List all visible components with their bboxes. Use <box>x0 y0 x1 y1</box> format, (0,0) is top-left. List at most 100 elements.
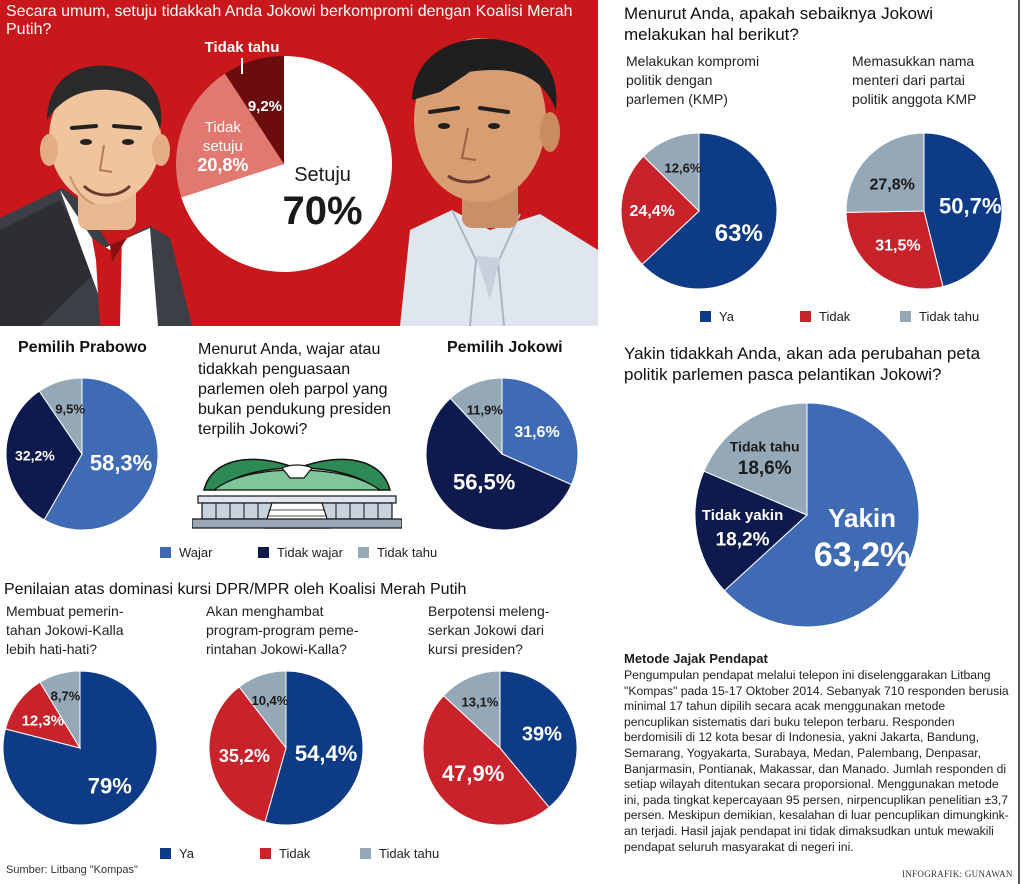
jokowi-portrait <box>400 38 598 326</box>
legend-swatch-tidak <box>800 311 811 322</box>
pie-label-ya: 54,4% <box>295 741 357 766</box>
method-line: setiap wilayah ditentukan secara propors… <box>624 777 999 792</box>
pie-slice-tidak-wajar <box>425 397 573 531</box>
middle-q-line5: terpilih Jokowi? <box>198 421 308 438</box>
pie-label-tidak-yakin: 18,2% <box>716 529 770 550</box>
legend-swatch-ya <box>160 848 171 859</box>
middle-q-line3: parlemen oleh parpol yang <box>198 381 388 398</box>
pie-label-tidak-tahu: 8,7% <box>51 689 81 704</box>
bt-chart3-q-line1: Berpotensi meleng- <box>428 603 550 619</box>
pie-slice-tidak <box>4 681 82 749</box>
rt-chart1-q-line1: Melakukan kompromi <box>626 53 760 69</box>
method-line: "Kompas" pada 15-17 Oktober 2014. Sebany… <box>624 683 1009 698</box>
pie-label-wajar: 31,6% <box>514 424 559 441</box>
method-line: an terjadi. Hasil jajak pendapat ini tid… <box>624 823 994 838</box>
politicians-illustration <box>0 38 598 326</box>
peta-title-line1: Yakin tidakkah Anda, akan ada perubahan … <box>624 344 981 363</box>
bt-chart2-q-line3: rintahan Jokowi-Kalla? <box>206 641 347 657</box>
rt-legend-tidak-tahu: Tidak tahu <box>900 309 979 324</box>
legend-swatch-tidak <box>260 848 271 859</box>
bt-legend-tidak-tahu: Tidak tahu <box>360 846 439 861</box>
pie-slice-tidak-tahu <box>38 377 83 456</box>
rt-chart1-q-line3: parlemen (KMP) <box>626 91 728 107</box>
pie-label-setuju: Setuju <box>294 164 351 186</box>
pie-slice-ya <box>499 670 578 809</box>
prabowo-voters-pie: 58,3% 32,2% 9,5% <box>5 377 159 531</box>
rt-legend-tidak: Tidak <box>800 309 850 324</box>
legend-label: Ya <box>179 846 194 861</box>
pie-slice-tidak-tahu <box>642 132 700 213</box>
legend-swatch-ya <box>700 311 711 322</box>
peta-title-line2: politik parlemen pasca pelantikan Jokowi… <box>624 365 942 384</box>
legend-label: Tidak tahu <box>379 846 440 861</box>
legend-label: Tidak <box>819 309 851 324</box>
pie-slice-tidak <box>845 210 944 290</box>
peta-title: Yakin tidakkah Anda, akan ada perubahan … <box>624 343 1014 385</box>
hero-panel: Secara umum, setuju tidakkah Anda Jokowi… <box>0 0 598 326</box>
pie-slice-tidak-tahu <box>224 56 284 164</box>
bt-legend-ya: Ya <box>160 846 194 861</box>
mid-legend-wajar: Wajar <box>160 545 212 560</box>
method-body: Pengumpulan pendapat melalui telepon ini… <box>624 668 1022 855</box>
legend-label: Tidak tahu <box>377 545 438 560</box>
method-title: Metode Jajak Pendapat <box>624 651 768 666</box>
pie-slice-tidak-tahu <box>845 132 925 213</box>
jokowi-voters-pie: 31,6% 56,5% 11,9% <box>425 377 579 531</box>
legend-swatch-tidak-tahu <box>900 311 911 322</box>
pie-label-tidak-tahu: 9,5% <box>55 402 85 417</box>
prabowo-voters-title: Pemilih Prabowo <box>18 339 147 356</box>
pie-slice-tidak-wajar <box>5 390 83 521</box>
right-top-title: Menurut Anda, apakah sebaiknya Jokowi me… <box>624 3 1014 45</box>
method-line: Banjarmasin, Pontianak, Makassar, dan Ma… <box>624 761 1007 776</box>
pie-label-tidak: 24,4% <box>630 203 675 220</box>
credit: INFOGRAFIK: GUNAWAN <box>902 869 1013 879</box>
middle-q-line2: tidakkah penguasaan <box>198 361 351 378</box>
rt-pie-chart-1: 63% 24,4% 12,6% <box>620 132 778 290</box>
legend-label: Tidak tahu <box>919 309 980 324</box>
pie-label-tidak-tahu: 27,8% <box>870 176 915 193</box>
rt-legend-ya: Ya <box>700 309 734 324</box>
rt-chart2-q-line2: menteri dari partai <box>852 72 965 88</box>
method-line: pencuplikan sistematis dari buku telepon… <box>624 714 955 729</box>
bt-chart2-q-line1: Akan menghambat <box>206 603 324 619</box>
rt-pie-chart-2: 50,7% 31,5% 27,8% <box>845 132 1003 290</box>
bt-chart2-question: Akan menghambat program-program peme- ri… <box>206 602 359 659</box>
right-top-title-line1: Menurut Anda, apakah sebaiknya Jokowi <box>624 4 934 23</box>
pie-label-tidak-tahu: 11,9% <box>467 403 504 418</box>
bt-pie-chart-3: 39% 47,9% 13,1% <box>422 670 578 826</box>
pie-slice-tidak-tahu <box>442 670 501 750</box>
pie-label-ya: 63% <box>715 220 763 247</box>
middle-question: Menurut Anda, wajar atau tidakkah pengua… <box>198 340 391 440</box>
pie-label-ya: 39% <box>522 724 562 746</box>
pie-label-tidak-wajar: 56,5% <box>453 470 515 495</box>
legend-label: Tidak wajar <box>277 545 343 560</box>
bt-chart1-q-line3: lebih hati-hati? <box>6 641 98 657</box>
pie-slice-wajar <box>501 377 579 486</box>
pie-label-tidak-yakin: Tidak yakin <box>702 507 783 524</box>
pie-slice-yakin <box>723 402 920 628</box>
pie-label-tidak-tahu: 9,2% <box>248 98 282 115</box>
pie-label-yakin: Yakin <box>828 503 896 533</box>
middle-q-line4: bukan pendukung presiden <box>198 401 392 418</box>
pie-label-ya: 50,7% <box>939 194 1001 219</box>
mid-legend-tidak-wajar: Tidak wajar <box>258 545 343 560</box>
bt-pie-chart-2: 54,4% 35,2% 10,4% <box>208 670 364 826</box>
pie-slice-ya <box>923 132 1003 288</box>
legend-swatch-wajar <box>160 547 171 558</box>
pie-label-setuju: 70% <box>283 189 363 233</box>
pie-slice-tidak-tahu <box>449 377 503 456</box>
pie-label-tidak-wajar: 32,2% <box>15 448 55 464</box>
pie-slice-setuju <box>181 56 392 272</box>
method-line: persen. Meskipun demikian, kesalahan di … <box>624 808 1009 823</box>
bt-chart3-question: Berpotensi meleng- serkan Jokowi dari ku… <box>428 602 549 659</box>
jokowi-voters-title: Pemilih Jokowi <box>447 339 563 356</box>
pie-label-tidak-tahu: Tidak tahu <box>730 438 800 454</box>
pie-slice-tidak <box>208 686 287 823</box>
pie-label-tidak-tahu: 13,1% <box>462 695 499 710</box>
parliament-building-icon <box>192 458 402 529</box>
source-note: Sumber: Litbang "Kompas" <box>6 864 138 876</box>
pie-label-tidak-setuju: setuju <box>203 138 243 155</box>
hero-title: Secara umum, setuju tidakkah Anda Jokowi… <box>6 3 573 38</box>
pie-label-yakin: 63,2% <box>814 536 910 574</box>
pie-slice-tidak-tahu <box>39 670 81 750</box>
